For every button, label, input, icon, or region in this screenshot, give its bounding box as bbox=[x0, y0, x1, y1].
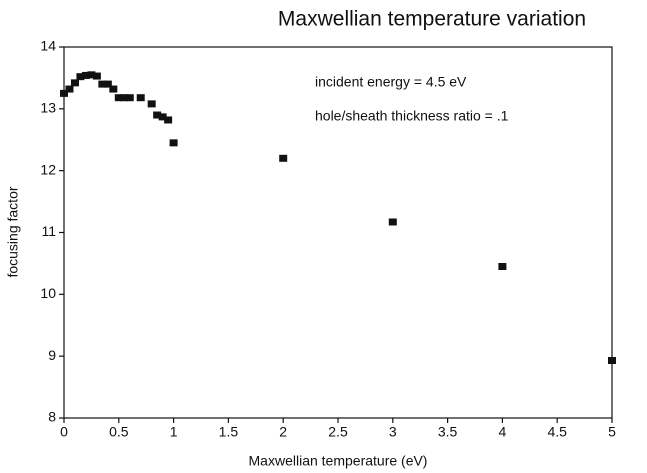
point bbox=[498, 263, 507, 271]
annotation: incident energy = 4.5 eV bbox=[315, 74, 467, 90]
plot-frame bbox=[63, 46, 613, 419]
x-tick-label: 0 bbox=[60, 424, 68, 440]
y-tick-label: 8 bbox=[48, 409, 56, 425]
y-axis-label: focusing factor bbox=[5, 186, 21, 277]
point bbox=[114, 94, 123, 102]
point bbox=[125, 94, 134, 102]
y-tick-label: 14 bbox=[40, 38, 56, 54]
x-tick-label: 5 bbox=[608, 424, 616, 440]
y-tick-label: 12 bbox=[40, 161, 56, 177]
x-tick-label: 1 bbox=[170, 424, 178, 440]
point bbox=[158, 113, 167, 121]
point bbox=[70, 79, 79, 87]
point bbox=[153, 111, 162, 119]
y-tick-label: 9 bbox=[48, 347, 56, 363]
x-tick-label: 3.5 bbox=[438, 424, 458, 440]
y-tick-label: 11 bbox=[41, 223, 56, 239]
point bbox=[65, 85, 74, 93]
y-tick-label: 10 bbox=[40, 285, 56, 301]
x-tick-label: 2.5 bbox=[328, 424, 348, 440]
point bbox=[608, 356, 616, 364]
chart-title: Maxwellian temperature variation bbox=[278, 8, 586, 31]
point bbox=[109, 85, 118, 93]
point bbox=[388, 218, 397, 226]
point bbox=[76, 73, 85, 81]
x-axis-label: Maxwellian temperature (eV) bbox=[249, 453, 428, 469]
x-tick-label: 1.5 bbox=[219, 424, 239, 440]
point bbox=[103, 80, 112, 88]
point bbox=[279, 154, 288, 162]
x-tick-label: 4.5 bbox=[547, 424, 567, 440]
point bbox=[120, 94, 129, 102]
y-tick-label: 13 bbox=[40, 100, 56, 116]
point bbox=[92, 72, 101, 80]
annotation: hole/sheath thickness ratio = .1 bbox=[315, 108, 509, 124]
x-tick-label: 2 bbox=[279, 424, 287, 440]
point bbox=[164, 116, 173, 124]
x-tick-label: 4 bbox=[499, 424, 507, 440]
x-tick-label: 3 bbox=[389, 424, 397, 440]
point bbox=[98, 80, 107, 88]
point bbox=[136, 94, 145, 102]
point bbox=[60, 89, 68, 97]
point bbox=[169, 139, 178, 147]
x-tick-label: 0.5 bbox=[109, 424, 129, 440]
point bbox=[147, 100, 156, 108]
point bbox=[81, 71, 90, 79]
point bbox=[87, 71, 96, 79]
